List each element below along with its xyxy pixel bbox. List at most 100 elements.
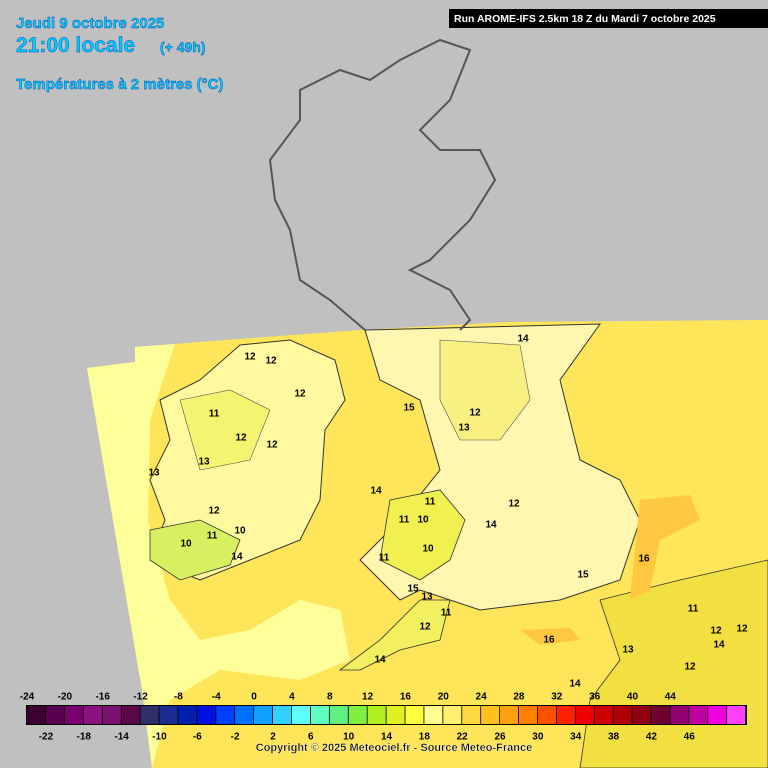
time: 21:00 locale (16, 34, 135, 57)
run-info: Run AROME-IFS 2.5km 18 Z du Mardi 7 octo… (454, 13, 716, 25)
contour-label: 12 (294, 389, 306, 400)
legend-swatch (216, 706, 235, 724)
contour-label: 11 (441, 608, 452, 619)
legend-label: -24 (20, 692, 35, 703)
contour-label: 12 (736, 624, 748, 635)
contour-label: 12 (684, 662, 696, 673)
contour-label: 15 (407, 584, 419, 595)
legend-swatch (102, 706, 121, 724)
legend-label: -8 (174, 692, 183, 703)
contour-label: 10 (422, 544, 434, 555)
run-box (449, 9, 768, 28)
lead-time: (+ 49h) (160, 39, 206, 55)
contour-label: 14 (485, 520, 497, 531)
legend-swatch (727, 706, 746, 724)
legend-label: 12 (362, 692, 374, 703)
legend-swatch (575, 706, 594, 724)
legend-swatch (272, 706, 292, 724)
legend-swatch (140, 706, 159, 724)
legend-swatch (83, 706, 102, 724)
warm-channel-patch (520, 628, 580, 645)
contour-label: 11 (688, 604, 699, 615)
contour-label: 12 (208, 506, 220, 517)
legend-swatch (348, 706, 367, 724)
legend-label: 6 (308, 732, 314, 743)
contour-label: 12 (710, 626, 722, 637)
legend-label: -2 (231, 732, 240, 743)
legend-label: 32 (551, 692, 563, 703)
contour-label: 13 (421, 592, 433, 603)
contour-label: 16 (638, 554, 650, 565)
legend-label: 24 (476, 692, 488, 703)
cornwall (338, 599, 451, 671)
contour-label: 12 (266, 440, 278, 451)
legend-swatch (481, 706, 500, 724)
legend-swatch (613, 706, 632, 724)
contour-label: 16 (543, 635, 555, 646)
legend-swatch (537, 706, 556, 724)
contour-label: 15 (577, 570, 589, 581)
legend-label: 16 (400, 692, 412, 703)
contour-label: 12 (244, 352, 256, 363)
legend-label: -16 (95, 692, 110, 703)
ireland-cool-zone (149, 519, 241, 581)
legend-swatch (424, 706, 443, 724)
legend-label: 20 (438, 692, 450, 703)
ireland-zone (179, 389, 271, 471)
legend-swatch (329, 706, 348, 724)
contour-label: 11 (379, 553, 390, 564)
legend-label: 8 (327, 692, 333, 703)
legend-label: 28 (513, 692, 525, 703)
legend-label: 4 (289, 692, 295, 703)
legend-swatch (462, 706, 481, 724)
legend-swatch (64, 706, 83, 724)
legend-swatch (235, 706, 254, 724)
contour-label: 14 (374, 655, 386, 666)
contour-label: 13 (458, 423, 470, 434)
legend-label: -12 (133, 692, 148, 703)
contour-label: 11 (207, 531, 218, 542)
legend-swatch (159, 706, 178, 724)
legend-swatch (594, 706, 613, 724)
legend-swatch (708, 706, 727, 724)
legend-swatch (689, 706, 708, 724)
pennines (439, 339, 531, 441)
contour-label: 13 (622, 645, 634, 656)
legend-label: -18 (77, 732, 92, 743)
warm-sea-zone (87, 344, 350, 768)
legend-swatch (405, 706, 424, 724)
contour-label: 13 (198, 457, 210, 468)
legend-label: 22 (457, 732, 469, 743)
legend-swatch (556, 706, 575, 724)
contour-label: 12 (419, 622, 431, 633)
legend-label: -20 (58, 692, 73, 703)
legend-swatch (651, 706, 670, 724)
contour-labels: 12 12 12 11 12 12 13 13 12 11 10 10 14 14 15 12 13 14 11 11… (148, 334, 748, 690)
contour-label: 14 (370, 486, 382, 497)
legend-swatch (121, 706, 140, 724)
legend-label: 46 (684, 732, 696, 743)
contour-label: 12 (265, 356, 277, 367)
legend-swatch (443, 706, 462, 724)
legend-label: 26 (494, 732, 506, 743)
contour-label: 10 (180, 539, 192, 550)
contour-label: 13 (148, 468, 160, 479)
contour-label: 14 (517, 334, 529, 345)
legend-swatch (27, 706, 46, 724)
legend-swatch (632, 706, 651, 724)
legend-label: -14 (114, 732, 129, 743)
contour-label: 14 (713, 640, 725, 651)
legend-label: 36 (589, 692, 601, 703)
legend-swatch (254, 706, 273, 724)
legend-swatch (670, 706, 689, 724)
warm-sea-patch (630, 495, 700, 600)
legend-swatch (386, 706, 405, 724)
legend-label: 2 (270, 732, 276, 743)
legend-label: 18 (419, 732, 431, 743)
legend-label: -22 (39, 732, 54, 743)
parameter: Températures à 2 mètres (°C) (16, 76, 223, 93)
legend-label: -10 (152, 732, 167, 743)
contour-label: 14 (569, 679, 581, 690)
legend-label: 10 (343, 732, 355, 743)
date: Jeudi 9 octobre 2025 (16, 15, 164, 32)
